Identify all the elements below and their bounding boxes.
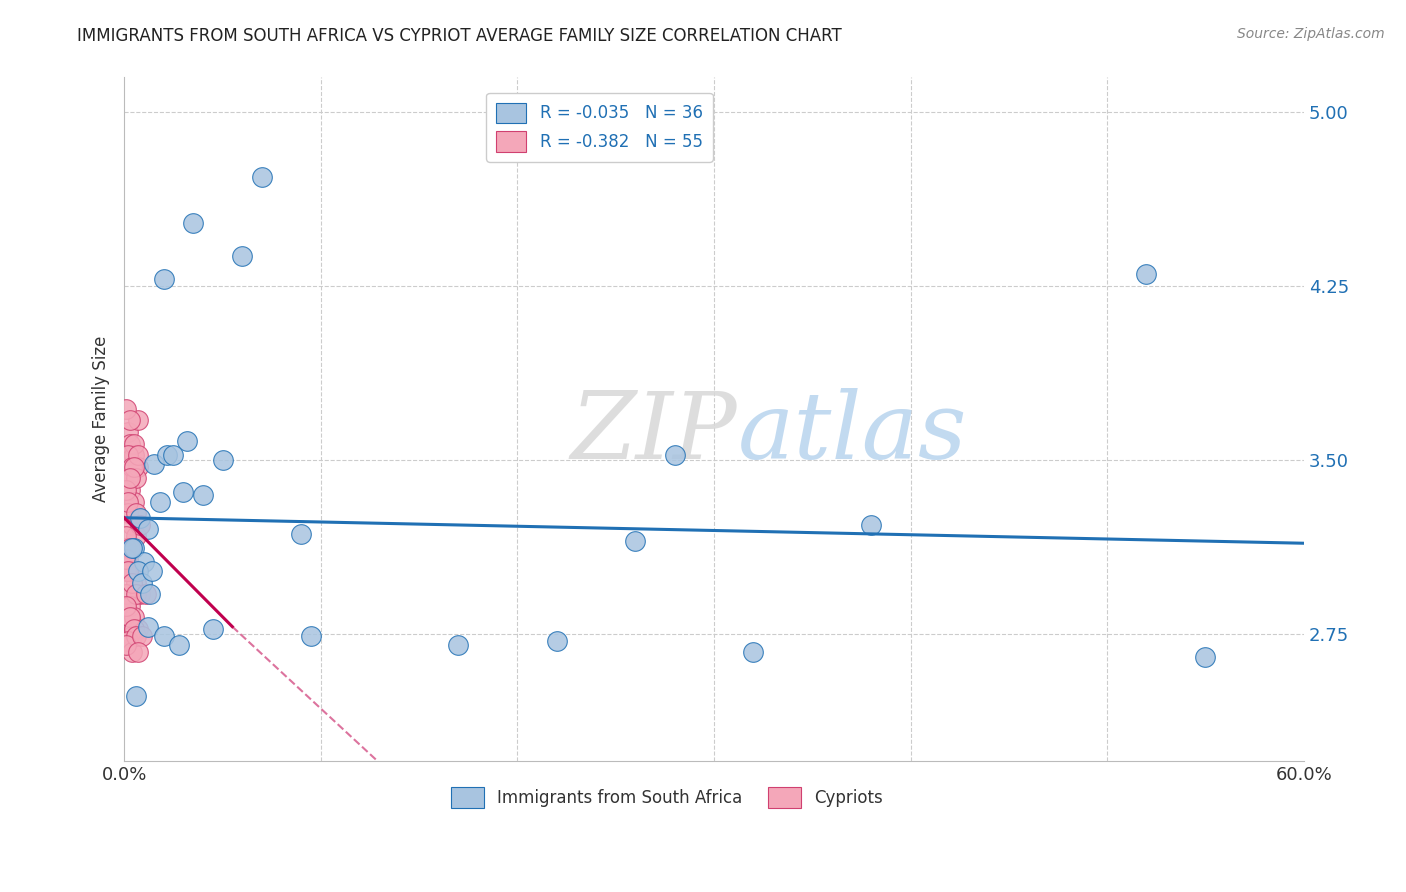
Point bbox=[115, 599, 138, 613]
Point bbox=[290, 527, 312, 541]
Point bbox=[129, 517, 152, 532]
Point bbox=[121, 645, 143, 659]
Point bbox=[546, 633, 568, 648]
Point bbox=[122, 622, 145, 636]
Point bbox=[129, 510, 152, 524]
Point bbox=[125, 689, 148, 703]
Point bbox=[127, 622, 149, 636]
Point bbox=[860, 517, 883, 532]
Point bbox=[122, 494, 145, 508]
Legend: Immigrants from South Africa, Cypriots: Immigrants from South Africa, Cypriots bbox=[444, 780, 890, 814]
Point bbox=[299, 629, 322, 643]
Point bbox=[127, 645, 149, 659]
Point bbox=[122, 459, 145, 474]
Point bbox=[121, 629, 143, 643]
Point bbox=[121, 459, 143, 474]
Point bbox=[156, 448, 179, 462]
Point bbox=[122, 541, 145, 555]
Point bbox=[149, 494, 172, 508]
Point bbox=[115, 529, 138, 543]
Point bbox=[120, 436, 142, 450]
Point bbox=[135, 587, 157, 601]
Point bbox=[117, 494, 139, 508]
Point bbox=[167, 638, 190, 652]
Point bbox=[141, 564, 163, 578]
Point bbox=[125, 471, 148, 485]
Point bbox=[181, 216, 204, 230]
Point bbox=[115, 552, 138, 566]
Point bbox=[115, 541, 138, 555]
Point bbox=[139, 587, 162, 601]
Point bbox=[125, 629, 148, 643]
Point bbox=[1194, 649, 1216, 664]
Point bbox=[132, 555, 155, 569]
Point bbox=[664, 448, 686, 462]
Point bbox=[127, 448, 149, 462]
Point bbox=[127, 459, 149, 474]
Point bbox=[191, 487, 214, 501]
Point bbox=[742, 645, 765, 659]
Text: Source: ZipAtlas.com: Source: ZipAtlas.com bbox=[1237, 27, 1385, 41]
Point bbox=[125, 575, 148, 590]
Point bbox=[120, 471, 142, 485]
Point bbox=[142, 458, 165, 472]
Point bbox=[115, 599, 138, 613]
Point bbox=[120, 413, 142, 427]
Point bbox=[120, 599, 142, 613]
Text: ZIP: ZIP bbox=[571, 388, 738, 478]
Point bbox=[624, 533, 647, 548]
Point bbox=[121, 517, 143, 532]
Point bbox=[121, 564, 143, 578]
Point bbox=[122, 448, 145, 462]
Y-axis label: Average Family Size: Average Family Size bbox=[93, 336, 110, 502]
Point bbox=[250, 170, 273, 185]
Point bbox=[117, 552, 139, 566]
Point bbox=[115, 587, 138, 601]
Point bbox=[125, 506, 148, 520]
Point bbox=[117, 564, 139, 578]
Point bbox=[120, 483, 142, 497]
Point bbox=[231, 249, 253, 263]
Point bbox=[121, 575, 143, 590]
Point bbox=[117, 633, 139, 648]
Point bbox=[152, 629, 174, 643]
Point bbox=[201, 622, 224, 636]
Point bbox=[117, 448, 139, 462]
Point bbox=[120, 610, 142, 624]
Point bbox=[117, 633, 139, 648]
Point bbox=[152, 272, 174, 286]
Point bbox=[131, 575, 153, 590]
Point bbox=[122, 436, 145, 450]
Point bbox=[131, 629, 153, 643]
Point bbox=[129, 587, 152, 601]
Point bbox=[120, 610, 142, 624]
Point bbox=[136, 522, 159, 536]
Text: atlas: atlas bbox=[738, 388, 967, 478]
Point bbox=[172, 485, 194, 500]
Point bbox=[162, 448, 184, 462]
Point bbox=[125, 587, 148, 601]
Point bbox=[1135, 268, 1157, 282]
Point bbox=[121, 541, 143, 555]
Point bbox=[117, 425, 139, 439]
Point bbox=[115, 483, 138, 497]
Point bbox=[117, 471, 139, 485]
Point bbox=[125, 529, 148, 543]
Point bbox=[122, 610, 145, 624]
Point bbox=[117, 506, 139, 520]
Point bbox=[115, 564, 138, 578]
Text: IMMIGRANTS FROM SOUTH AFRICA VS CYPRIOT AVERAGE FAMILY SIZE CORRELATION CHART: IMMIGRANTS FROM SOUTH AFRICA VS CYPRIOT … bbox=[77, 27, 842, 45]
Point bbox=[176, 434, 198, 449]
Point bbox=[211, 452, 233, 467]
Point bbox=[115, 401, 138, 416]
Point bbox=[127, 413, 149, 427]
Point bbox=[447, 638, 470, 652]
Point bbox=[127, 564, 149, 578]
Point bbox=[120, 541, 142, 555]
Point bbox=[115, 638, 138, 652]
Point bbox=[136, 620, 159, 634]
Point bbox=[122, 622, 145, 636]
